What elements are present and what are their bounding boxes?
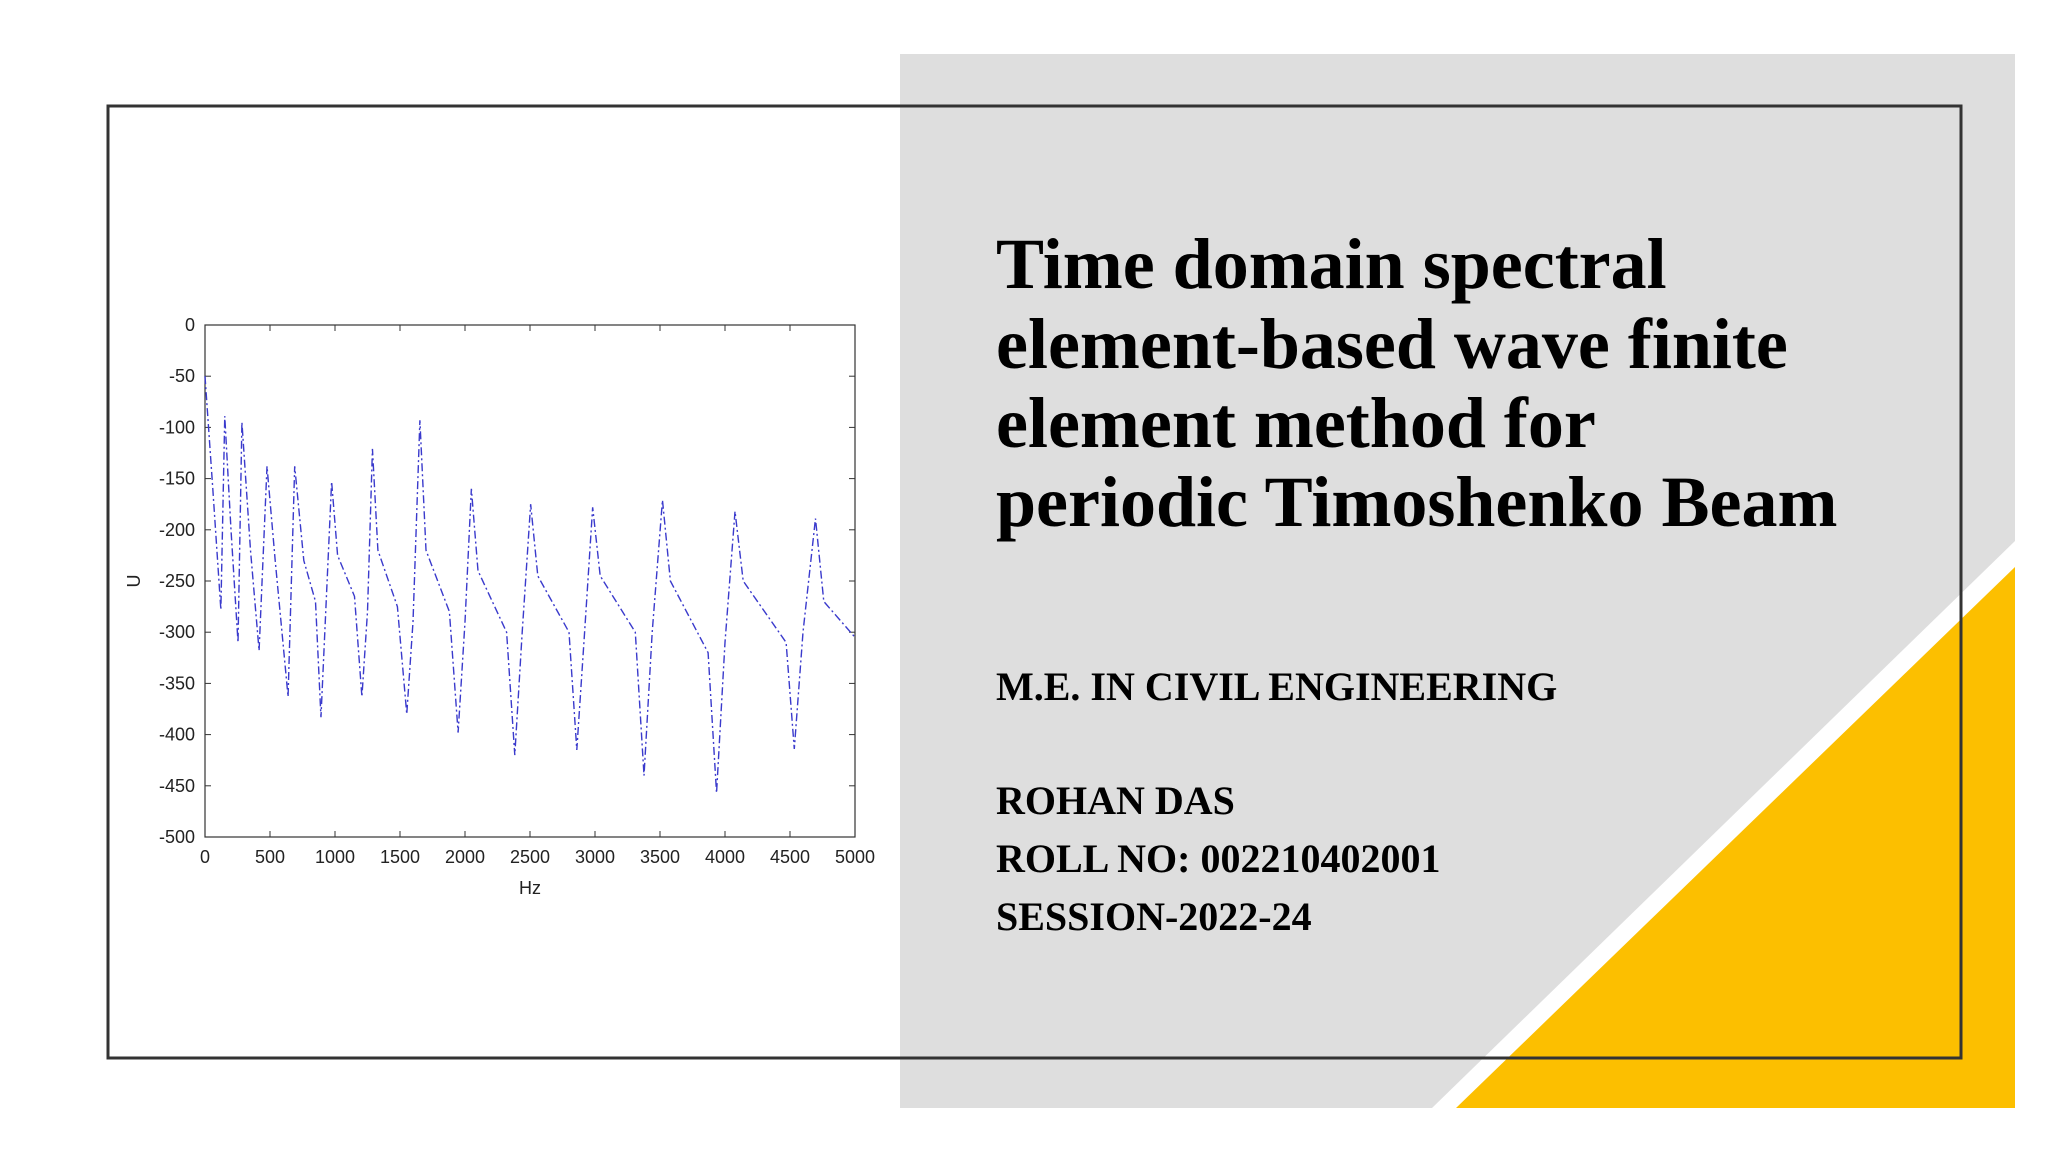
session: SESSION-2022-24 (996, 894, 1312, 939)
title-line: element method for (996, 383, 1596, 463)
x-tick-label: 1500 (380, 847, 420, 867)
y-tick-label: -500 (159, 827, 195, 847)
yellow-triangle (1456, 567, 2015, 1108)
x-tick-label: 500 (255, 847, 285, 867)
program: M.E. IN CIVIL ENGINEERING (996, 664, 1557, 709)
title-line: element-based wave finite (996, 304, 1788, 384)
x-tick-label: 3500 (640, 847, 680, 867)
y-axis-label: U (124, 575, 144, 588)
data-line (204, 376, 856, 794)
roll-number: ROLL NO: 002210402001 (996, 836, 1440, 881)
x-tick-label: 4500 (770, 847, 810, 867)
y-tick-label: -300 (159, 622, 195, 642)
x-tick-label: 4000 (705, 847, 745, 867)
x-tick-label: 2000 (445, 847, 485, 867)
x-axis-label: Hz (519, 878, 541, 898)
y-tick-label: 0 (185, 315, 195, 335)
x-tick-label: 0 (200, 847, 210, 867)
title-line: Time domain spectral (996, 224, 1667, 304)
x-tick-label: 3000 (575, 847, 615, 867)
y-tick-label: -450 (159, 776, 195, 796)
y-tick-label: -250 (159, 571, 195, 591)
y-tick-label: -50 (169, 366, 195, 386)
plot-area (204, 324, 856, 838)
y-tick-label: -200 (159, 520, 195, 540)
details: M.E. IN CIVIL ENGINEERING ROHAN DAS ROLL… (996, 664, 1557, 939)
y-tick-label: -100 (159, 417, 195, 437)
x-tick-label: 1000 (315, 847, 355, 867)
y-tick-label: -150 (159, 469, 195, 489)
chart: Hz U 0 500 1000 1500 2000 2500 3000 3500 4000 450… (124, 315, 875, 898)
y-tick-label: -350 (159, 673, 195, 693)
y-tick-label: -400 (159, 725, 195, 745)
x-tick-label: 5000 (835, 847, 875, 867)
name: ROHAN DAS (996, 778, 1235, 823)
title: Time domain spectral element-based wave … (996, 224, 1837, 542)
x-tick-label: 2500 (510, 847, 550, 867)
title-line: periodic Timoshenko Beam (996, 462, 1837, 542)
frame (106, 104, 1963, 1060)
